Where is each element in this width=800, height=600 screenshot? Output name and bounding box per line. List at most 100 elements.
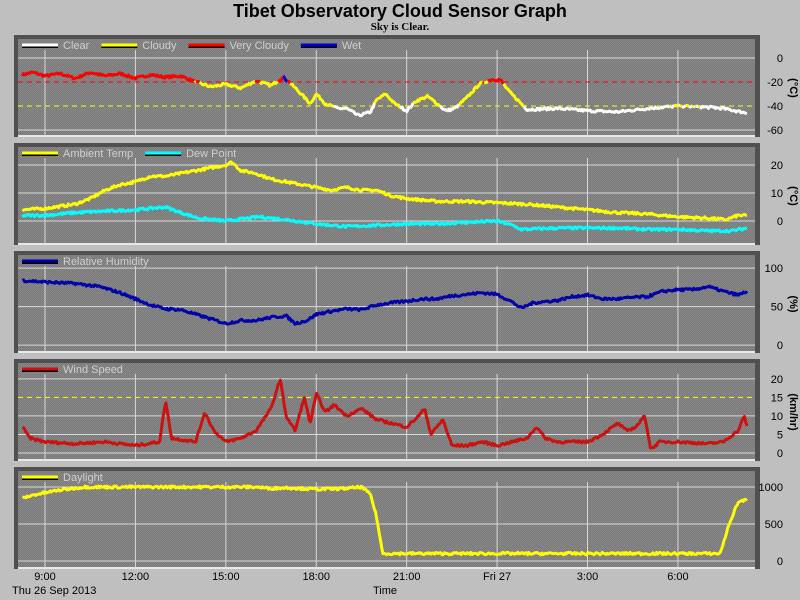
series-line-dew-point: [21, 205, 748, 234]
series-line-segment: [332, 102, 376, 118]
x-tick-label: 18:00: [302, 571, 330, 583]
y-tick-label: 0: [777, 53, 783, 65]
series-line-segment: [483, 80, 489, 85]
legend-label: Clear: [63, 40, 90, 52]
x-tick-label: 6:00: [667, 571, 688, 583]
y-tick-label: 0: [777, 556, 783, 568]
series-line-segment: [254, 79, 261, 84]
y-tick-label: -60: [767, 125, 783, 137]
y-axis-unit: (km/hr): [787, 393, 799, 431]
series-line-segment: [277, 76, 285, 83]
legend-item: Cloudy: [101, 40, 177, 52]
legend-item: Dew Point: [145, 148, 236, 160]
series-line-ambient-temp: [21, 160, 748, 222]
plot-bottom-edge: [18, 135, 755, 137]
legend-item: Wet: [300, 40, 361, 52]
y-tick-label: 0: [777, 448, 783, 460]
series-line-segment: [412, 93, 441, 108]
legend-item: Daylight: [22, 472, 103, 484]
legend-item: Very Cloudy: [188, 40, 290, 52]
y-axis-unit: (%): [787, 295, 799, 312]
series-line-segment: [21, 70, 197, 84]
y-axis-unit: (°C): [787, 186, 799, 206]
panel-temp: 20 10 0 (°C) Ambient Temp Dew Point: [14, 143, 799, 245]
x-tick-label: 21:00: [393, 571, 421, 583]
series-line-wind-speed: [21, 378, 749, 450]
series-line-segment: [399, 102, 415, 114]
y-tick-label: 15: [771, 392, 783, 404]
series-line-segment: [193, 80, 198, 84]
series-line-segment: [373, 92, 402, 109]
legend-label: Relative Humidity: [63, 256, 149, 268]
y-tick-label: 50: [771, 302, 783, 314]
series-line-relative-humidity: [21, 278, 749, 326]
series-line-segment: [282, 75, 289, 83]
series-line-segment: [685, 103, 690, 108]
series-line-segment: [458, 80, 484, 106]
legend-label: Dew Point: [186, 148, 236, 160]
y-tick-label: 5: [777, 429, 783, 441]
x-axis: 9:00 12:00 15:00 18:00 21:00 Fri 27 3:00 6:00: [34, 571, 688, 583]
plot-bottom-edge: [18, 351, 755, 353]
series-line-segment: [289, 82, 335, 109]
series-line-segment: [195, 79, 201, 84]
x-axis-label: Time: [373, 585, 397, 597]
plot-area: [18, 39, 755, 136]
panel-humidity: 100 50 0 (%) Relative Humidity: [14, 251, 799, 353]
series-line-segment: [679, 104, 684, 108]
legend-label: Daylight: [63, 472, 103, 484]
plot-bottom-edge: [18, 243, 755, 245]
series-line-segment: [688, 104, 694, 109]
y-tick-label: -20: [767, 77, 783, 89]
legend-item: Wind Speed: [22, 364, 123, 376]
series-line-segment: [681, 104, 687, 109]
y-tick-label: 10: [771, 188, 783, 200]
panel-wind: 20 15 10 5 0 (km/hr) Wind Speed: [14, 359, 799, 461]
legend-label: Wind Speed: [63, 364, 123, 376]
series-line-segment: [697, 104, 702, 109]
legend-label: Cloudy: [142, 40, 177, 52]
x-tick-label: 12:00: [122, 571, 150, 583]
x-tick-label: 3:00: [577, 571, 598, 583]
x-tick-label: Fri 27: [483, 571, 511, 583]
series-line-daylight: [22, 484, 748, 557]
legend-label: Wet: [342, 40, 361, 52]
legend-label: Ambient Temp: [63, 148, 133, 160]
legend-label: Very Cloudy: [230, 40, 290, 52]
plot-bottom-edge: [18, 567, 755, 569]
x-tick-label: 15:00: [212, 571, 240, 583]
legend-item: Clear: [22, 40, 90, 52]
panel-sky: 0 -20 -40 -60 (°C) Clear Cloudy Very Cloudy Wet: [14, 35, 799, 137]
plot-bottom-edge: [18, 459, 755, 461]
series-line-segment: [258, 80, 279, 88]
y-tick-label: 20: [771, 374, 783, 386]
y-tick-label: 10: [771, 411, 783, 423]
legend-item: Ambient Temp: [22, 148, 133, 160]
series-line-segment: [502, 82, 525, 108]
y-tick-label: 0: [777, 340, 783, 352]
series-line-segment: [481, 80, 486, 84]
y-tick-label: 0: [777, 216, 783, 228]
y-tick-label: 20: [771, 160, 783, 172]
y-axis-unit: (°C): [787, 78, 799, 98]
series-line-segment: [669, 104, 676, 109]
y-tick-label: -40: [767, 101, 783, 113]
series-line-segment: [198, 79, 257, 91]
series-line-segment: [522, 104, 671, 114]
x-tick-label: 9:00: [34, 571, 55, 583]
series-line-segment: [287, 79, 292, 85]
date-label: Thu 26 Sep 2013: [12, 585, 96, 597]
series-line-segment: [439, 103, 461, 113]
panels: 0 -20 -40 -60 (°C) Clear Cloudy Very Cloudy Wet 2…: [14, 35, 799, 569]
series-line-segment: [699, 104, 748, 116]
series-line-segment: [487, 77, 505, 85]
chart-subtitle: Sky is Clear.: [371, 21, 430, 33]
legend-item: Relative Humidity: [22, 256, 149, 268]
y-tick-label: 500: [765, 519, 783, 531]
chart-title: Tibet Observatory Cloud Sensor Graph: [233, 1, 567, 21]
panel-daylight: 1000 500 0 Daylight: [14, 467, 783, 569]
y-tick-label: 1000: [759, 482, 783, 494]
series-line-segment: [692, 104, 697, 109]
y-tick-label: 100: [765, 263, 783, 275]
